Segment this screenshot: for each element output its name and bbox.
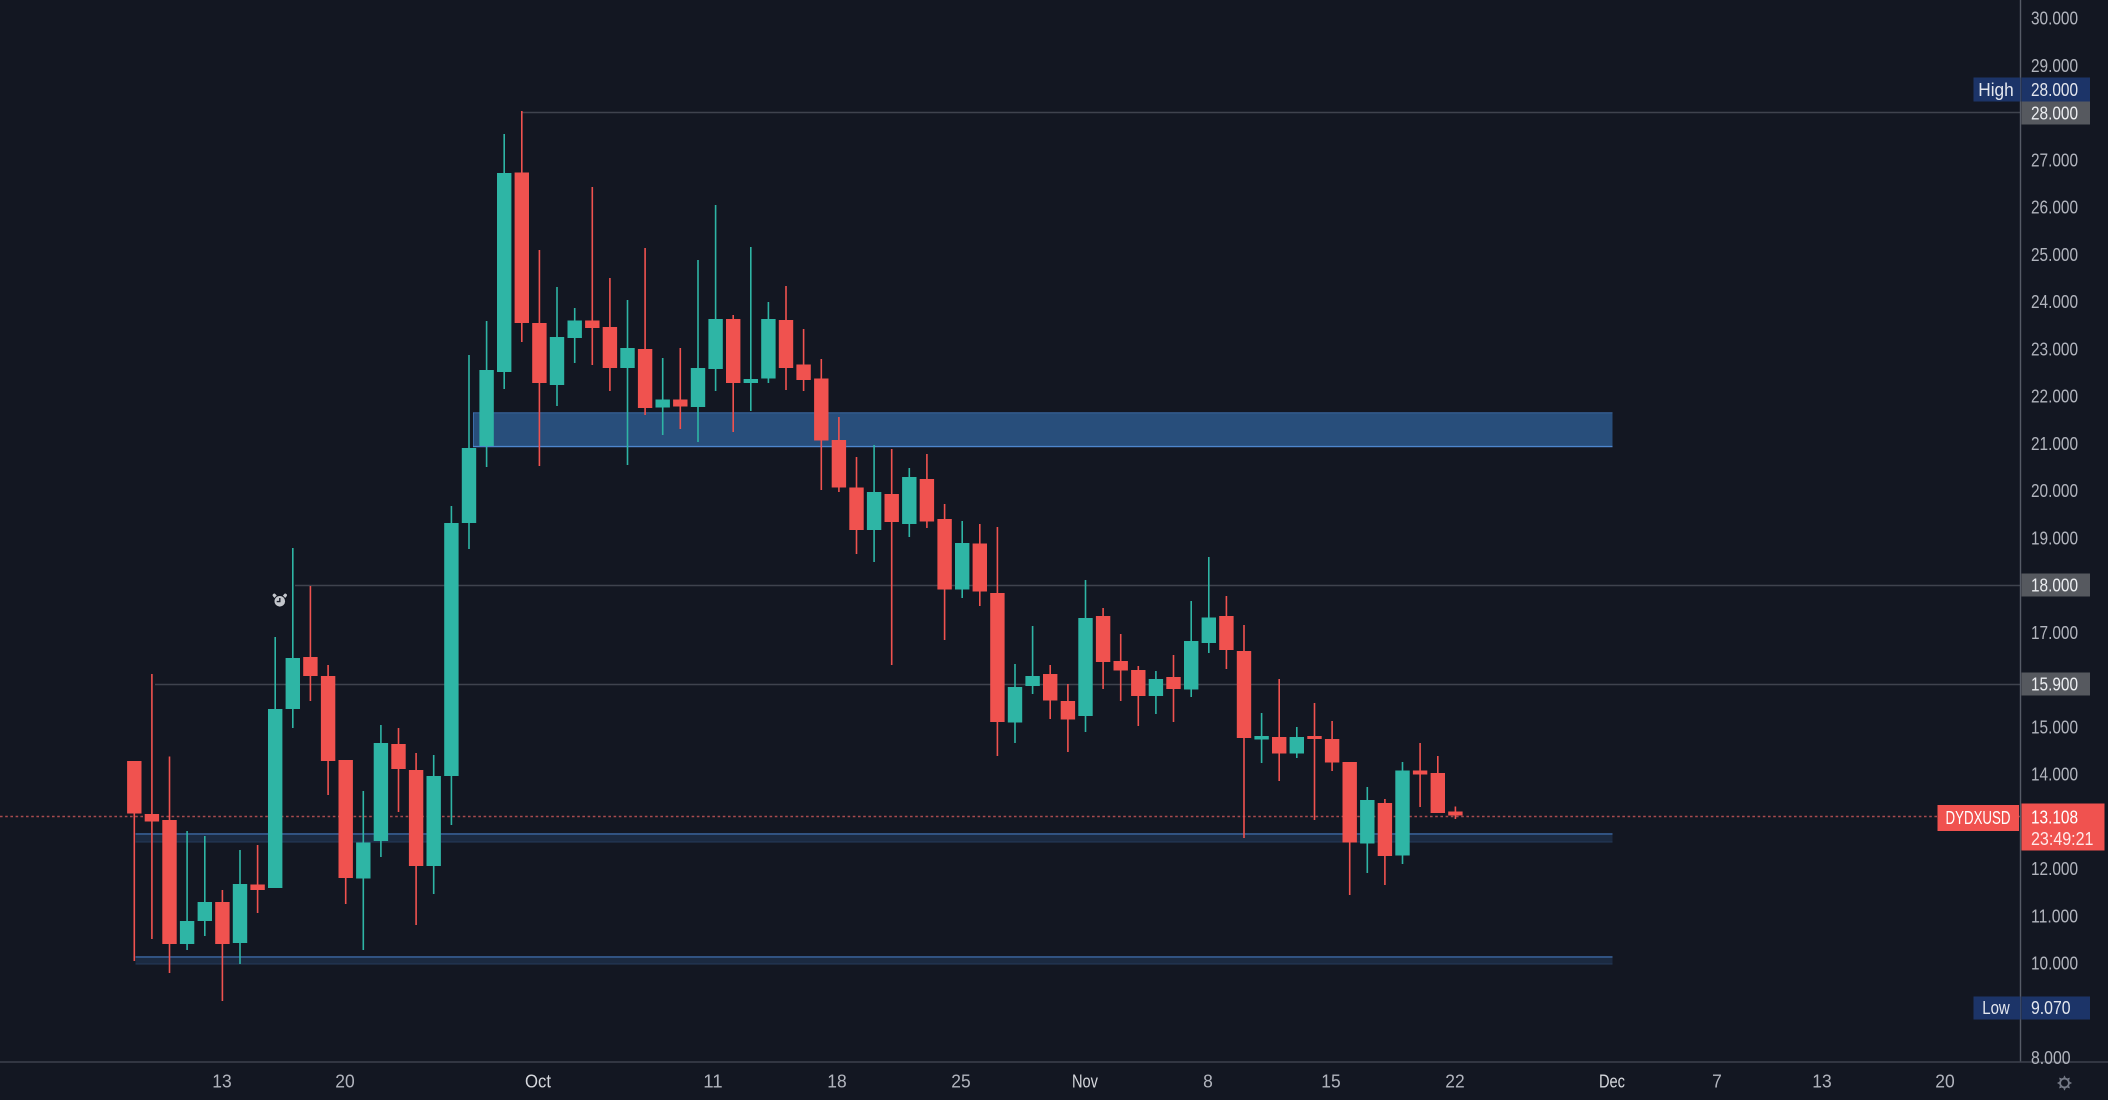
svg-text:High: High xyxy=(1978,80,2014,100)
svg-text:23:49:21: 23:49:21 xyxy=(2031,829,2094,849)
svg-text:11: 11 xyxy=(703,1072,722,1092)
svg-text:11.000: 11.000 xyxy=(2031,906,2078,926)
svg-text:28.000: 28.000 xyxy=(2031,80,2078,100)
svg-text:27.000: 27.000 xyxy=(2031,150,2078,170)
svg-text:Oct: Oct xyxy=(525,1072,551,1092)
svg-text:20: 20 xyxy=(335,1072,354,1092)
svg-text:Nov: Nov xyxy=(1072,1072,1098,1092)
svg-text:22.000: 22.000 xyxy=(2031,387,2078,407)
svg-text:30.000: 30.000 xyxy=(2031,9,2078,29)
svg-text:9.070: 9.070 xyxy=(2031,998,2071,1018)
svg-text:29.000: 29.000 xyxy=(2031,56,2078,76)
svg-text:Dec: Dec xyxy=(1599,1072,1625,1092)
svg-text:8.000: 8.000 xyxy=(2031,1048,2071,1068)
svg-text:18.000: 18.000 xyxy=(2031,576,2078,596)
svg-text:15.000: 15.000 xyxy=(2031,717,2078,737)
svg-text:Low: Low xyxy=(1982,998,2010,1018)
svg-text:8: 8 xyxy=(1203,1072,1213,1092)
svg-text:24.000: 24.000 xyxy=(2031,292,2078,312)
svg-text:21.000: 21.000 xyxy=(2031,434,2078,454)
svg-text:22: 22 xyxy=(1445,1072,1464,1092)
svg-text:13.108: 13.108 xyxy=(2031,808,2078,828)
svg-text:19.000: 19.000 xyxy=(2031,528,2078,548)
svg-text:10.000: 10.000 xyxy=(2031,954,2078,974)
svg-text:12.000: 12.000 xyxy=(2031,859,2078,879)
svg-text:13: 13 xyxy=(212,1072,231,1092)
svg-text:23.000: 23.000 xyxy=(2031,339,2078,359)
svg-text:20.000: 20.000 xyxy=(2031,481,2078,501)
svg-text:DYDXUSD: DYDXUSD xyxy=(1946,808,2011,828)
svg-text:7: 7 xyxy=(1712,1072,1722,1092)
svg-text:25.000: 25.000 xyxy=(2031,245,2078,265)
svg-text:26.000: 26.000 xyxy=(2031,198,2078,218)
svg-text:20: 20 xyxy=(1935,1072,1954,1092)
svg-text:25: 25 xyxy=(951,1072,970,1092)
svg-text:28.000: 28.000 xyxy=(2031,104,2078,124)
svg-text:15.900: 15.900 xyxy=(2031,675,2078,695)
svg-text:15: 15 xyxy=(1321,1072,1340,1092)
svg-text:17.000: 17.000 xyxy=(2031,623,2078,643)
svg-text:14.000: 14.000 xyxy=(2031,765,2078,785)
svg-text:13: 13 xyxy=(1812,1072,1831,1092)
svg-text:18: 18 xyxy=(827,1072,846,1092)
